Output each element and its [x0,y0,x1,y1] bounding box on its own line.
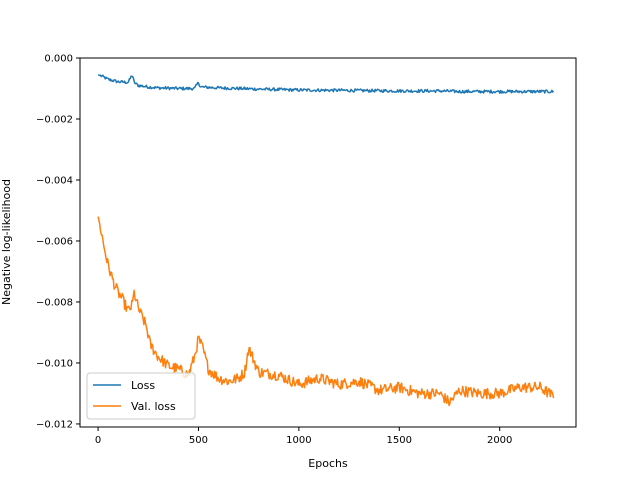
x-tick-label: 2000 [487,435,512,446]
legend: Loss Val. loss [86,372,196,420]
y-axis-label: Negative log-likelihood [0,179,13,305]
x-tick-label: 1500 [387,435,412,446]
legend-label-loss: Loss [131,379,155,392]
y-tick-label: −0.010 [36,358,73,369]
y-axis-ticks: 0.000 −0.002 −0.004 −0.006 −0.008 −0.010 −0.01… [36,54,80,430]
series-line-val-loss [97,216,555,407]
y-tick-label: −0.012 [36,419,73,430]
x-tick-label: 500 [189,435,208,446]
series-line-loss [97,74,555,94]
y-tick-label: −0.008 [36,297,73,308]
series-layer [97,74,555,407]
y-tick-label: 0.000 [44,54,73,65]
x-axis-ticks: 0 500 1000 1500 2000 [95,427,512,446]
x-tick-label: 0 [95,435,101,446]
plot-frame [79,57,577,428]
y-tick-label: −0.002 [36,114,73,125]
legend-label-val-loss: Val. loss [131,400,176,413]
x-tick-label: 1000 [286,435,311,446]
y-tick-label: −0.006 [36,236,73,247]
x-axis-label: Epochs [308,457,348,470]
y-tick-label: −0.004 [36,175,73,186]
